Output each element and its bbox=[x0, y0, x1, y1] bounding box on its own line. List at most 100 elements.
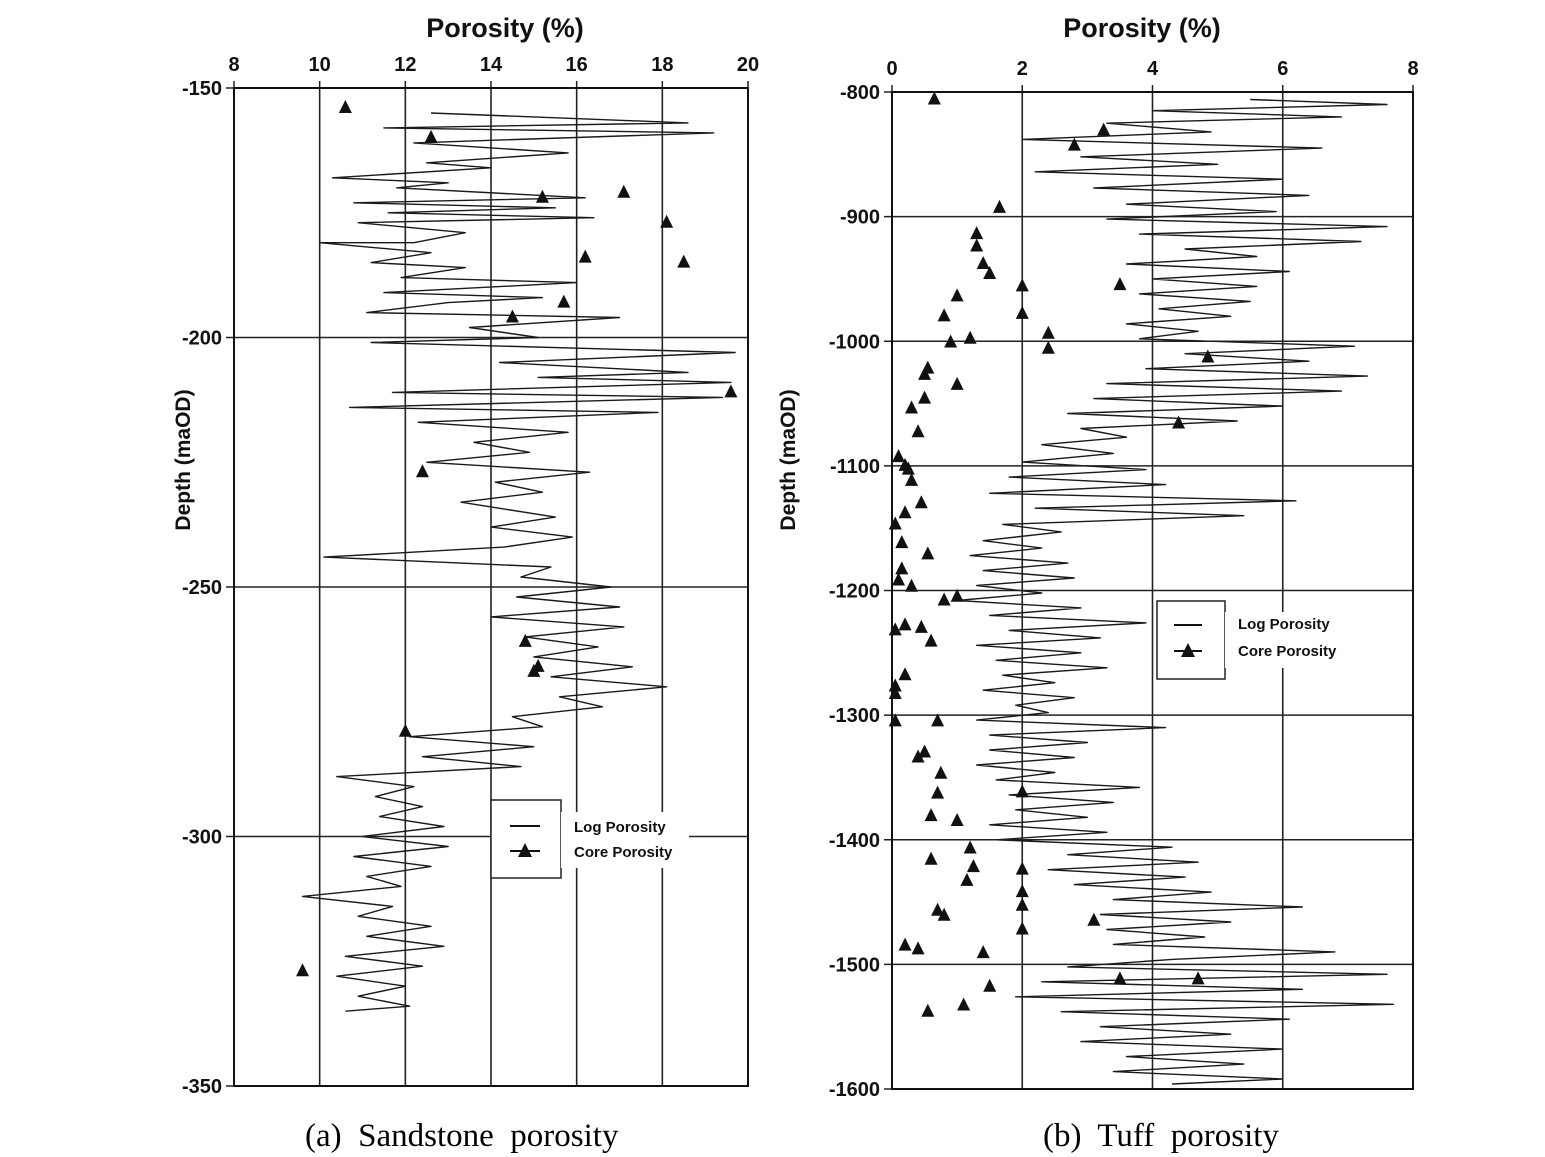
legend-core-label: Core Porosity bbox=[574, 844, 673, 861]
y-tick-label: -1000 bbox=[829, 331, 880, 353]
core-porosity-point bbox=[950, 588, 964, 602]
core-porosity-point bbox=[970, 226, 984, 240]
log-porosity-line bbox=[301, 112, 736, 1012]
x-tick-label: 16 bbox=[566, 54, 588, 76]
y-tick-label: -1200 bbox=[829, 581, 880, 603]
core-porosity-point bbox=[901, 461, 915, 475]
core-porosity-point bbox=[888, 713, 902, 727]
core-porosity-point bbox=[617, 184, 631, 198]
core-porosity-point bbox=[892, 449, 906, 463]
core-porosity-point bbox=[950, 288, 964, 302]
core-porosity-point bbox=[931, 713, 945, 727]
core-porosity-point bbox=[518, 633, 532, 647]
legend-frame bbox=[490, 799, 562, 879]
core-porosity-point bbox=[983, 265, 997, 279]
y-tick-label: -350 bbox=[182, 1076, 222, 1098]
core-porosity-point bbox=[927, 91, 941, 105]
core-porosity-point bbox=[960, 872, 974, 886]
core-porosity-point bbox=[983, 978, 997, 992]
core-porosity-point bbox=[957, 997, 971, 1011]
x-tick-label: 8 bbox=[228, 54, 239, 76]
core-porosity-point bbox=[724, 384, 738, 398]
x-tick-label: 14 bbox=[480, 54, 503, 76]
core-porosity-point bbox=[527, 663, 541, 677]
caption-tuff: (b) Tuff porosity bbox=[1043, 1118, 1279, 1154]
x-tick-label: 10 bbox=[309, 54, 331, 76]
core-porosity-point bbox=[911, 424, 925, 438]
y-tick-label: -150 bbox=[182, 78, 222, 100]
core-porosity-point bbox=[992, 199, 1006, 213]
panel-a-plot-area bbox=[296, 99, 738, 1012]
panel-a-y-ticks: -150 -200 -250 -300 -350 bbox=[182, 78, 222, 1098]
core-porosity-point bbox=[924, 633, 938, 647]
core-porosity-point bbox=[1087, 912, 1101, 926]
core-porosity-point bbox=[898, 617, 912, 631]
core-porosity-point bbox=[888, 516, 902, 530]
core-porosity-point bbox=[1113, 971, 1127, 985]
core-porosity-point bbox=[1015, 884, 1029, 898]
core-porosity-point bbox=[578, 249, 592, 263]
core-porosity-point bbox=[914, 495, 928, 509]
core-porosity-point bbox=[895, 535, 909, 549]
x-tick-label: 18 bbox=[651, 54, 673, 76]
x-tick-label: 8 bbox=[1407, 58, 1418, 80]
y-tick-label: -1300 bbox=[829, 705, 880, 727]
core-porosity-point bbox=[963, 840, 977, 854]
core-porosity-point bbox=[398, 723, 412, 737]
core-porosity-point bbox=[934, 765, 948, 779]
core-porosity-point bbox=[1015, 305, 1029, 319]
core-porosity-point bbox=[898, 505, 912, 519]
core-porosity-point bbox=[677, 254, 691, 268]
core-porosity-point bbox=[892, 572, 906, 586]
core-porosity-point bbox=[1041, 325, 1055, 339]
core-porosity-point bbox=[895, 561, 909, 575]
panel-b-grid bbox=[884, 85, 1414, 1090]
legend-log-label: Log Porosity bbox=[1238, 616, 1330, 633]
y-tick-label: -900 bbox=[840, 207, 880, 229]
core-porosity-point bbox=[931, 785, 945, 799]
core-porosity-point bbox=[1172, 415, 1186, 429]
core-porosity-point bbox=[415, 464, 429, 478]
core-porosity-point bbox=[911, 749, 925, 763]
panel-b-x-ticks: 0 2 4 6 8 bbox=[886, 58, 1418, 80]
core-porosity-point bbox=[898, 667, 912, 681]
core-porosity-point bbox=[1015, 784, 1029, 798]
core-porosity-point bbox=[914, 619, 928, 633]
panel-tuff: Porosity (%) Depth (maOD) 0 2 4 6 8 -800 -900… bbox=[777, 13, 1419, 1101]
core-porosity-point bbox=[1201, 349, 1215, 363]
panel-a-legend: Log Porosity Core Porosity bbox=[490, 799, 689, 879]
core-porosity-point bbox=[970, 238, 984, 252]
x-tick-label: 0 bbox=[886, 58, 897, 80]
core-porosity-point bbox=[950, 376, 964, 390]
y-tick-label: -250 bbox=[182, 577, 222, 599]
core-porosity-point bbox=[950, 813, 964, 827]
log-porosity-line bbox=[956, 98, 1395, 1085]
panel-a-ylabel: Depth (maOD) bbox=[172, 389, 195, 530]
core-porosity-point bbox=[976, 255, 990, 269]
core-porosity-point bbox=[296, 963, 310, 977]
panel-b-y-ticks: -800 -900 -1000 -1100 -1200 -1300 -1400 -1500 -1… bbox=[829, 82, 880, 1101]
legend-core-triangle-icon bbox=[1181, 643, 1195, 657]
core-porosity-point bbox=[424, 129, 438, 143]
core-porosity-point bbox=[1113, 277, 1127, 291]
core-porosity-point bbox=[888, 622, 902, 636]
y-tick-label: -800 bbox=[840, 82, 880, 104]
core-porosity-point bbox=[963, 330, 977, 344]
core-porosity-point bbox=[1191, 971, 1205, 985]
panel-b-title: Porosity (%) bbox=[1063, 13, 1221, 43]
x-tick-label: 6 bbox=[1277, 58, 1288, 80]
core-porosity-point bbox=[918, 744, 932, 758]
y-tick-label: -1400 bbox=[829, 830, 880, 852]
core-porosity-point bbox=[921, 1003, 935, 1017]
y-tick-label: -300 bbox=[182, 827, 222, 849]
core-porosity-point bbox=[937, 308, 951, 322]
x-tick-label: 4 bbox=[1147, 58, 1159, 80]
legend-core-label: Core Porosity bbox=[1238, 643, 1337, 660]
y-tick-label: -1100 bbox=[830, 456, 880, 478]
y-tick-label: -200 bbox=[182, 328, 222, 350]
core-porosity-point bbox=[931, 902, 945, 916]
core-porosity-point bbox=[557, 294, 571, 308]
legend-core-triangle-icon bbox=[518, 843, 532, 857]
x-tick-label: 20 bbox=[737, 54, 759, 76]
